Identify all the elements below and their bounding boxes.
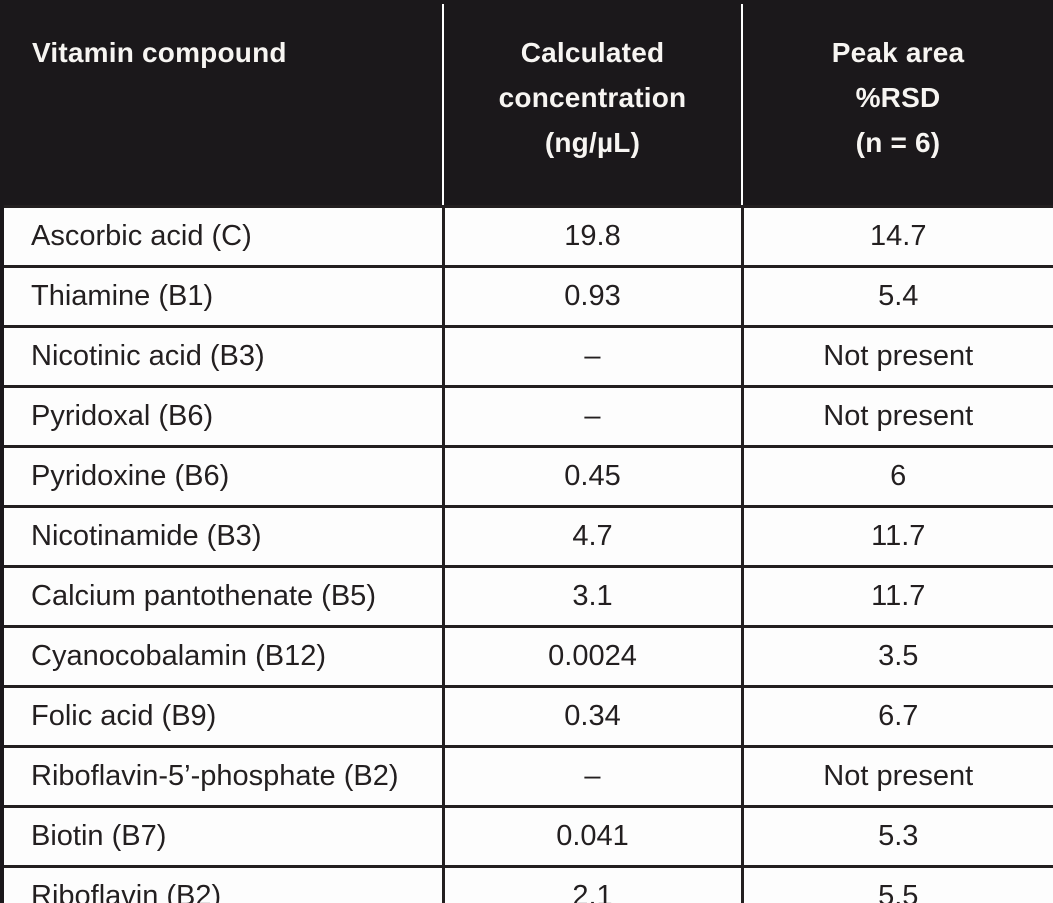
cell-compound: Calcium pantothenate (B5)	[0, 565, 445, 628]
cell-rsd: 5.3	[740, 805, 1053, 868]
cell-rsd: 6.7	[740, 685, 1053, 748]
cell-compound: Pyridoxal (B6)	[0, 385, 445, 448]
cell-concentration: 0.34	[441, 685, 744, 748]
table-row: Biotin (B7) 0.041 5.3	[0, 805, 1053, 868]
header-label-line: (ng/µL)	[544, 127, 641, 158]
header-label-line: Peak area	[831, 37, 965, 68]
cell-concentration: –	[441, 745, 744, 808]
table-row: Cyanocobalamin (B12) 0.0024 3.5	[0, 625, 1053, 688]
header-label-line: (n = 6)	[855, 127, 941, 158]
table-row: Pyridoxal (B6) – Not present	[0, 385, 1053, 448]
cell-concentration: –	[441, 325, 744, 388]
cell-concentration: 0.0024	[441, 625, 744, 688]
column-header-vitamin-compound: Vitamin compound	[2, 2, 443, 207]
cell-rsd: 11.7	[740, 505, 1053, 568]
cell-rsd: Not present	[740, 385, 1053, 448]
cell-compound: Pyridoxine (B6)	[0, 445, 445, 508]
header-label-line: %RSD	[855, 82, 941, 113]
table-row: Pyridoxine (B6) 0.45 6	[0, 445, 1053, 508]
cell-concentration: 19.8	[441, 205, 744, 268]
cell-concentration: 3.1	[441, 565, 744, 628]
table-row: Ascorbic acid (C) 19.8 14.7	[0, 205, 1053, 268]
column-header-peak-area-rsd: Peak area %RSD (n = 6)	[741, 2, 1053, 207]
cell-rsd: Not present	[740, 325, 1053, 388]
cell-rsd: 11.7	[740, 565, 1053, 628]
cell-rsd: 5.4	[740, 265, 1053, 328]
cell-compound: Thiamine (B1)	[0, 265, 445, 328]
header-label-line: concentration	[498, 82, 687, 113]
table-row: Calcium pantothenate (B5) 3.1 11.7	[0, 565, 1053, 628]
cell-rsd: 5.5	[740, 865, 1053, 903]
cell-compound: Folic acid (B9)	[0, 685, 445, 748]
cell-compound: Riboflavin-5’-phosphate (B2)	[0, 745, 445, 808]
cell-rsd: Not present	[740, 745, 1053, 808]
table-header: Vitamin compound Calculated concentratio…	[2, 2, 1053, 207]
table-row: Nicotinamide (B3) 4.7 11.7	[0, 505, 1053, 568]
cell-compound: Nicotinic acid (B3)	[0, 325, 445, 388]
table-row: Riboflavin-5’-phosphate (B2) – Not prese…	[0, 745, 1053, 808]
cell-concentration: 4.7	[441, 505, 744, 568]
column-header-calculated-concentration: Calculated concentration (ng/µL)	[442, 2, 742, 207]
header-label-line: Calculated	[520, 37, 665, 68]
header-label: Vitamin compound	[32, 37, 287, 68]
header-row: Vitamin compound Calculated concentratio…	[2, 2, 1053, 207]
cell-concentration: 2.1	[441, 865, 744, 903]
cell-concentration: 0.041	[441, 805, 744, 868]
table-row: Nicotinic acid (B3) – Not present	[0, 325, 1053, 388]
table-row: Folic acid (B9) 0.34 6.7	[0, 685, 1053, 748]
cell-rsd: 14.7	[740, 205, 1053, 268]
cell-compound: Cyanocobalamin (B12)	[0, 625, 445, 688]
table-row: Riboflavin (B2) 2.1 5.5	[0, 865, 1053, 903]
cell-concentration: 0.45	[441, 445, 744, 508]
table-row: Thiamine (B1) 0.93 5.4	[0, 265, 1053, 328]
cell-compound: Riboflavin (B2)	[0, 865, 445, 903]
table-body: Ascorbic acid (C) 19.8 14.7 Thiamine (B1…	[0, 205, 1053, 903]
cell-rsd: 6	[740, 445, 1053, 508]
cell-concentration: 0.93	[441, 265, 744, 328]
cell-rsd: 3.5	[740, 625, 1053, 688]
cell-compound: Ascorbic acid (C)	[0, 205, 445, 268]
cell-compound: Nicotinamide (B3)	[0, 505, 445, 568]
cell-compound: Biotin (B7)	[0, 805, 445, 868]
cell-concentration: –	[441, 385, 744, 448]
